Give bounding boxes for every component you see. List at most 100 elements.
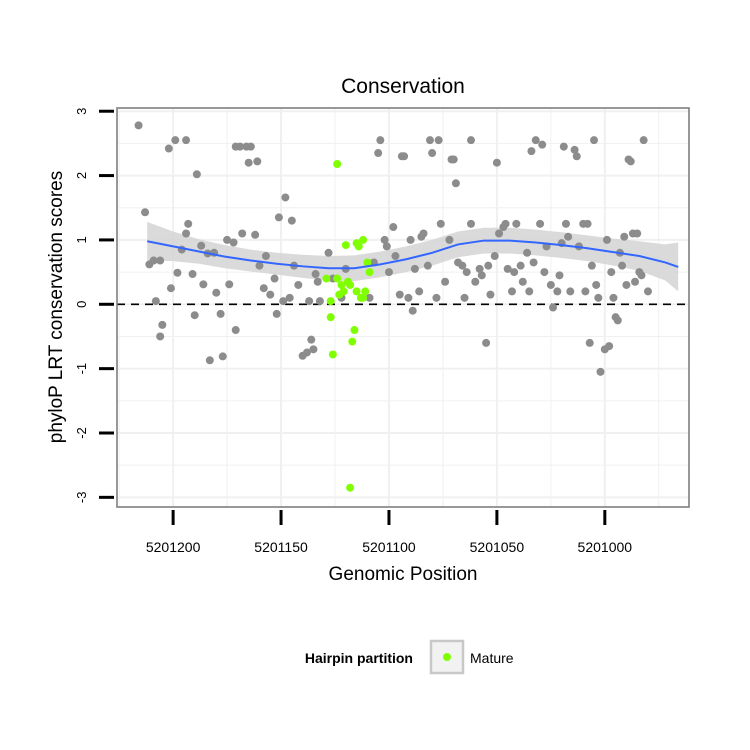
data-point xyxy=(486,290,495,299)
data-point xyxy=(553,287,562,296)
y-tick-label: 3 xyxy=(74,108,89,115)
data-point xyxy=(302,348,311,357)
data-point xyxy=(408,306,417,315)
data-point xyxy=(259,284,268,293)
data-point-mature xyxy=(352,287,361,296)
data-point xyxy=(212,288,221,297)
data-point xyxy=(549,303,558,312)
data-point xyxy=(631,277,640,286)
data-point xyxy=(633,229,642,238)
data-point xyxy=(583,219,592,228)
data-point xyxy=(253,157,262,166)
data-point xyxy=(384,268,393,277)
data-point xyxy=(389,223,398,232)
data-point xyxy=(309,345,318,354)
points-series-mature xyxy=(322,159,374,492)
data-point xyxy=(188,270,197,279)
x-tick-label: 5201050 xyxy=(470,539,525,555)
smooth-line xyxy=(147,239,679,270)
data-point xyxy=(536,219,545,228)
data-point-mature xyxy=(326,313,335,322)
data-point xyxy=(391,252,400,261)
data-point xyxy=(419,229,428,238)
points-series-other xyxy=(134,121,652,376)
data-point xyxy=(508,287,517,296)
data-point-mature xyxy=(363,258,372,267)
data-point xyxy=(434,136,443,145)
data-point-mature xyxy=(359,293,368,302)
data-point xyxy=(173,268,182,277)
data-point xyxy=(315,297,324,306)
data-point xyxy=(441,277,450,286)
data-point xyxy=(294,280,303,289)
data-point xyxy=(182,136,191,145)
data-point xyxy=(501,219,510,228)
data-point xyxy=(425,136,434,145)
data-point xyxy=(639,136,648,145)
x-axis-label: Genomic Position xyxy=(329,564,478,585)
data-point-mature xyxy=(339,287,348,296)
data-point xyxy=(199,280,208,289)
data-point xyxy=(287,216,296,225)
data-point xyxy=(637,271,646,280)
data-point xyxy=(395,290,404,299)
data-point xyxy=(510,268,519,277)
data-point xyxy=(590,136,599,145)
legend-title: Hairpin partition xyxy=(305,650,413,666)
data-point xyxy=(305,297,314,306)
data-point xyxy=(236,142,245,151)
data-point xyxy=(609,293,618,302)
data-point xyxy=(151,297,160,306)
data-point xyxy=(261,252,270,261)
data-point xyxy=(451,179,460,188)
data-point xyxy=(400,152,409,161)
data-point-mature xyxy=(341,241,350,250)
data-point xyxy=(458,261,467,270)
data-point xyxy=(244,158,253,167)
data-point xyxy=(523,248,532,257)
legend-label-mature: Mature xyxy=(470,650,514,666)
y-axis-label: phyloP LRT conservation scores xyxy=(46,171,67,444)
data-point xyxy=(605,342,614,351)
y-tick-label: -3 xyxy=(74,492,89,504)
data-point-mature xyxy=(350,326,359,335)
data-point xyxy=(279,297,288,306)
data-point xyxy=(406,235,415,244)
data-point xyxy=(622,280,631,289)
data-point xyxy=(466,136,475,145)
data-point xyxy=(225,280,234,289)
data-point xyxy=(171,136,180,145)
data-point xyxy=(216,309,225,318)
legend-key-mature-dot xyxy=(443,653,451,661)
data-point xyxy=(197,241,206,250)
y-tick-label: 0 xyxy=(74,301,89,308)
data-point xyxy=(531,136,540,145)
data-point-mature xyxy=(354,242,363,251)
data-point xyxy=(205,356,214,365)
data-point xyxy=(432,293,441,302)
data-point xyxy=(538,140,547,149)
data-point xyxy=(266,290,275,299)
data-point xyxy=(602,235,611,244)
data-point xyxy=(251,230,260,239)
data-point xyxy=(376,136,385,145)
data-point xyxy=(618,261,627,270)
data-point xyxy=(572,152,581,161)
data-point xyxy=(495,229,504,238)
data-point xyxy=(492,158,501,167)
data-point xyxy=(423,261,432,270)
data-point xyxy=(607,268,616,277)
data-point xyxy=(285,293,294,302)
data-point xyxy=(592,280,601,289)
x-tick-label: 5201100 xyxy=(362,539,416,555)
data-point-mature xyxy=(346,280,355,289)
chart-title: Conservation xyxy=(341,75,465,98)
data-point xyxy=(546,280,555,289)
data-point xyxy=(466,219,475,228)
y-tick-label: -1 xyxy=(74,363,89,375)
data-point xyxy=(255,261,264,270)
data-point xyxy=(270,274,279,283)
data-point xyxy=(482,338,491,347)
